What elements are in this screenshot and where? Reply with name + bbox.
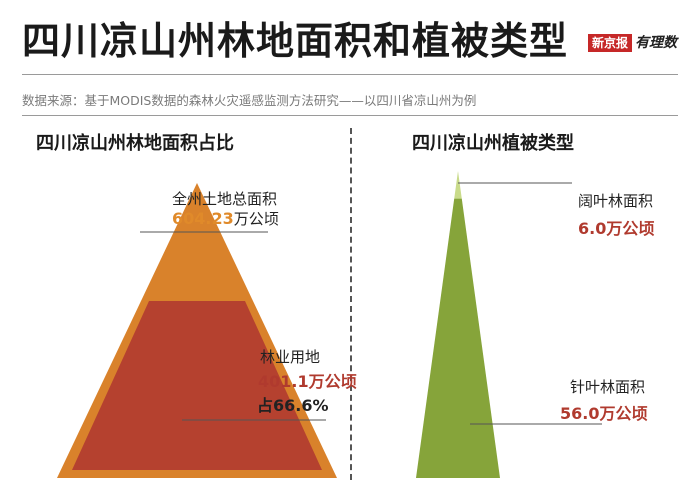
right-triangle-chart — [416, 171, 602, 478]
broadleaf-area-tip — [454, 171, 462, 199]
total-area-unit: 万公顷 — [233, 210, 279, 228]
data-source: 数据来源：基于MODIS数据的森林火灾遥感监测方法研究——以四川省凉山州为例 — [22, 93, 477, 108]
forest-land-value: 401.1万公顷 — [258, 372, 357, 391]
logo-brand: 新京报 — [588, 34, 633, 52]
page-title: 四川凉山州林地面积和植被类型 — [22, 19, 569, 63]
right-chart-title: 四川凉山州植被类型 — [412, 133, 574, 154]
conifer-area-region — [416, 198, 500, 478]
chart-divider — [350, 128, 352, 480]
left-triangle-chart — [57, 183, 337, 478]
total-area-label: 全州土地总面积 — [172, 190, 278, 208]
forest-land-label: 林业用地 — [260, 348, 321, 366]
forest-land-region — [71, 301, 323, 470]
total-area-value: 604.23万公顷 — [172, 208, 279, 229]
left-chart-title: 四川凉山州林地面积占比 — [36, 133, 234, 154]
brand-logo: 新京报 有理数 — [588, 34, 677, 52]
forest-land-share: 占66.6% — [257, 396, 329, 415]
source-rule — [22, 115, 678, 116]
conifer-label: 针叶林面积 — [570, 378, 646, 396]
header-rule — [22, 74, 678, 75]
broadleaf-label: 阔叶林面积 — [578, 192, 654, 210]
broadleaf-value: 6.0万公顷 — [578, 219, 655, 238]
total-area-number: 604.23 — [172, 209, 234, 228]
logo-script: 有理数 — [635, 35, 678, 51]
conifer-value: 56.0万公顷 — [560, 404, 648, 423]
